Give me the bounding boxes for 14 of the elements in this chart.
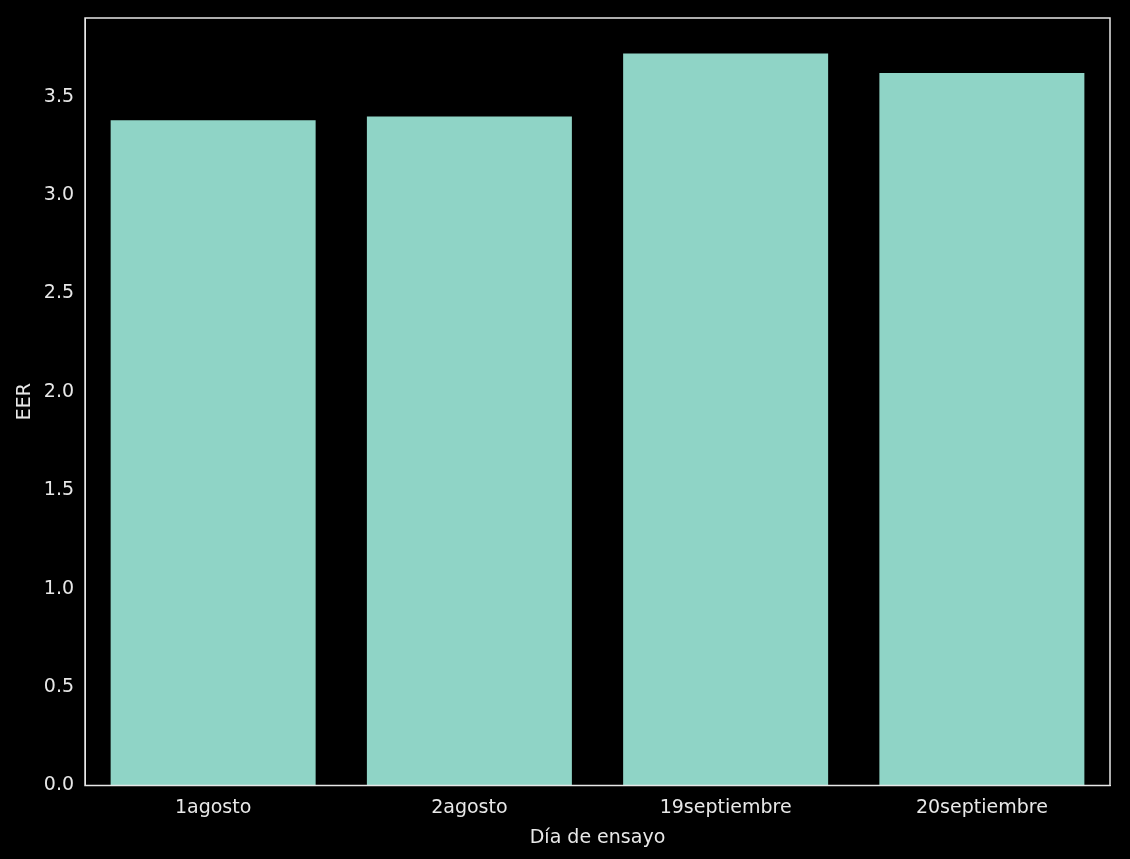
y-tick-label: 1.5 <box>43 477 75 500</box>
y-tick-label: 3.5 <box>43 83 75 106</box>
y-tick-label: 0.5 <box>43 673 75 696</box>
x-tick-label: 19septiembre <box>659 794 792 817</box>
y-tick-label: 2.0 <box>43 378 75 401</box>
y-axis-title: EER <box>12 383 35 421</box>
x-axis-title: Día de ensayo <box>529 824 666 847</box>
y-tick-label: 2.5 <box>43 280 75 303</box>
x-tick-label: 1agosto <box>174 794 252 817</box>
y-tick-label: 0.0 <box>43 772 75 795</box>
x-tick-label: 20septiembre <box>915 794 1048 817</box>
y-tick-label: 1.0 <box>43 575 75 598</box>
y-tick-label: 3.0 <box>43 182 75 205</box>
x-tick-label: 2agosto <box>431 794 508 817</box>
